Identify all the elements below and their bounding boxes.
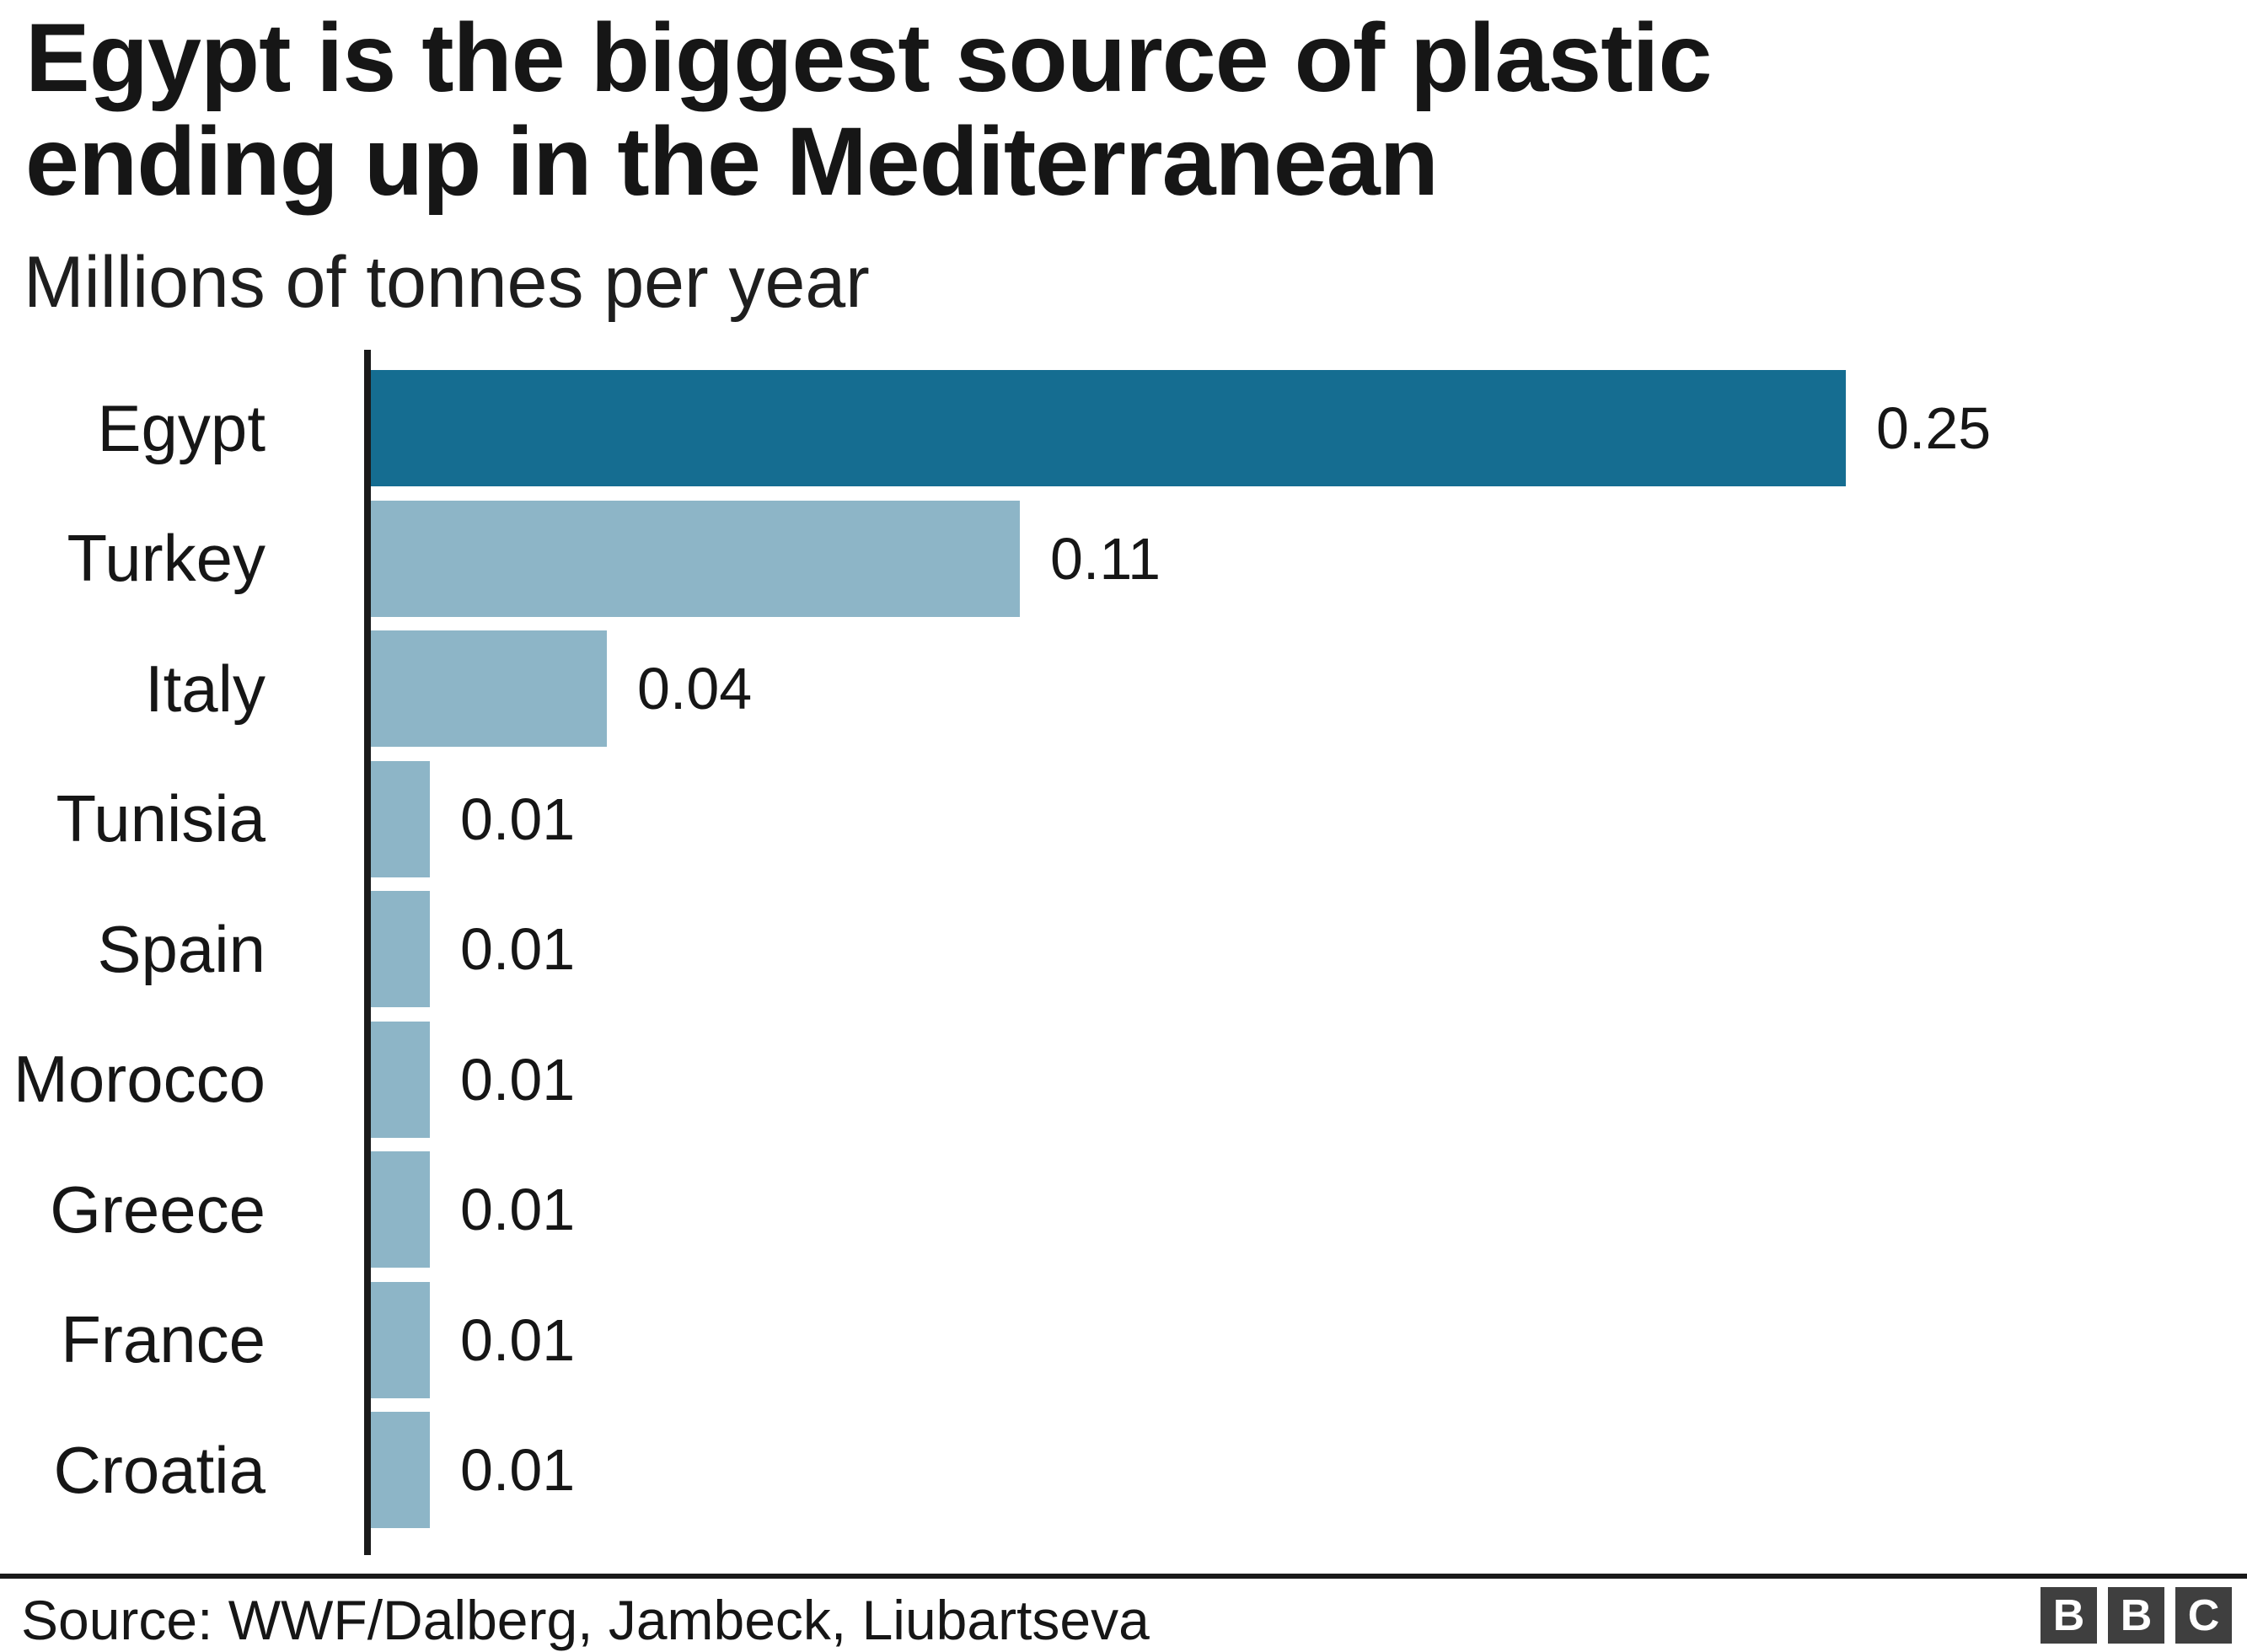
bar-track: 0.01 — [371, 884, 2247, 1015]
bbc-logo-square-b2: B — [2108, 1587, 2164, 1644]
category-label-france: France — [61, 1302, 265, 1377]
bar-italy — [371, 630, 607, 748]
value-label-morocco: 0.01 — [460, 1046, 576, 1113]
value-label-tunisia: 0.01 — [460, 786, 576, 852]
category-label-italy: Italy — [144, 651, 265, 726]
category-label-greece: Greece — [50, 1172, 265, 1247]
bar-croatia — [371, 1412, 430, 1529]
bar-france — [371, 1281, 430, 1398]
bar-track: 0.04 — [371, 624, 2247, 754]
category-label-croatia: Croatia — [53, 1432, 265, 1507]
bar-row-france: France 0.01 — [0, 1275, 2247, 1406]
bar-row-tunisia: Tunisia 0.01 — [0, 754, 2247, 885]
bbc-logo-square-c: C — [2175, 1587, 2232, 1644]
category-label-morocco: Morocco — [13, 1042, 265, 1117]
bar-row-italy: Italy 0.04 — [0, 624, 2247, 754]
bar-row-croatia: Croatia 0.01 — [0, 1405, 2247, 1536]
category-label-turkey: Turkey — [67, 521, 266, 596]
bar-row-turkey: Turkey 0.11 — [0, 494, 2247, 625]
bar-track: 0.01 — [371, 1275, 2247, 1406]
bar-egypt — [371, 370, 1846, 487]
value-label-spain: 0.01 — [460, 916, 576, 983]
bar-spain — [371, 891, 430, 1008]
bar-row-greece: Greece 0.01 — [0, 1145, 2247, 1275]
bar-track: 0.01 — [371, 1015, 2247, 1145]
value-label-france: 0.01 — [460, 1306, 576, 1373]
bar-row-egypt: Egypt 0.25 — [0, 363, 2247, 494]
bar-track: 0.25 — [371, 363, 2247, 494]
category-label-spain: Spain — [97, 911, 266, 986]
value-label-greece: 0.01 — [460, 1177, 576, 1243]
chart-title-line-1: Egypt is the biggest source of plastic — [25, 4, 1712, 112]
y-axis-line — [364, 350, 371, 1555]
chart-title: Egypt is the biggest source of plastic e… — [25, 4, 1712, 216]
value-label-croatia: 0.01 — [460, 1437, 576, 1504]
bar-greece — [371, 1151, 430, 1268]
value-label-turkey: 0.11 — [1050, 525, 1161, 592]
value-label-italy: 0.04 — [637, 656, 753, 722]
bar-track: 0.01 — [371, 1405, 2247, 1536]
value-label-egypt: 0.25 — [1876, 395, 1992, 462]
category-label-egypt: Egypt — [97, 390, 265, 465]
footer-divider — [0, 1574, 2247, 1579]
bar-row-spain: Spain 0.01 — [0, 884, 2247, 1015]
bar-morocco — [371, 1021, 430, 1138]
bar-turkey — [371, 500, 1020, 617]
bar-tunisia — [371, 760, 430, 877]
bar-row-morocco: Morocco 0.01 — [0, 1015, 2247, 1145]
bar-rows: Egypt 0.25 Turkey 0.11 Italy 0.04 Tunisi… — [0, 363, 2247, 1536]
bbc-logo-square-b1: B — [2041, 1587, 2097, 1644]
bar-track: 0.01 — [371, 1145, 2247, 1275]
bbc-logo: B B C — [2041, 1587, 2232, 1644]
source-text: Source: WWF/Dalberg, Jambeck, Liubartsev… — [21, 1589, 1150, 1651]
bar-track: 0.11 — [371, 494, 2247, 625]
category-label-tunisia: Tunisia — [56, 781, 265, 856]
bar-track: 0.01 — [371, 754, 2247, 885]
chart-subtitle: Millions of tonnes per year — [24, 242, 870, 323]
chart-title-line-2: ending up in the Mediterranean — [25, 108, 1439, 216]
